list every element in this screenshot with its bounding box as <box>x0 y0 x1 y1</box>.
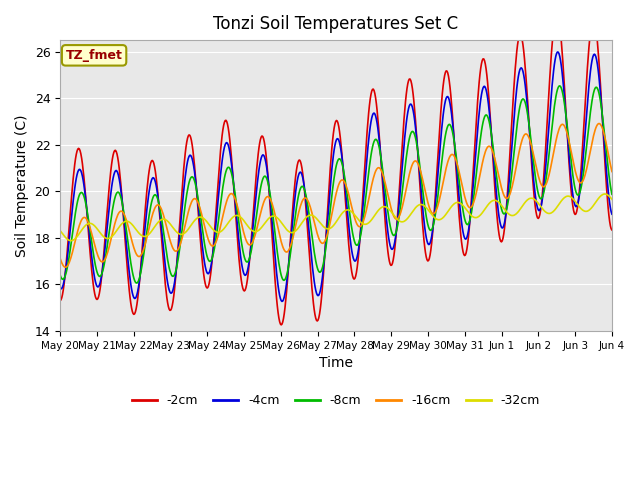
-16cm <box>595 120 603 126</box>
-8cm <box>608 192 616 197</box>
-4cm <box>208 256 216 262</box>
-32cm <box>420 203 428 208</box>
Line: -2cm: -2cm <box>60 13 612 325</box>
-2cm <box>608 227 616 233</box>
-8cm <box>209 253 217 259</box>
-2cm <box>56 298 64 303</box>
-8cm <box>133 280 141 286</box>
-4cm <box>404 109 412 115</box>
X-axis label: Time: Time <box>319 356 353 370</box>
-32cm <box>601 191 609 197</box>
-4cm <box>123 247 131 252</box>
-8cm <box>404 144 412 150</box>
-4cm <box>554 49 561 55</box>
-2cm <box>404 81 412 86</box>
-2cm <box>420 237 428 242</box>
-8cm <box>420 197 428 203</box>
-8cm <box>56 272 64 278</box>
Y-axis label: Soil Temperature (C): Soil Temperature (C) <box>15 114 29 257</box>
Line: -4cm: -4cm <box>60 52 612 301</box>
-4cm <box>67 228 74 234</box>
-32cm <box>180 231 188 237</box>
-16cm <box>404 178 412 184</box>
-32cm <box>404 215 412 221</box>
Legend: -2cm, -4cm, -8cm, -16cm, -32cm: -2cm, -4cm, -8cm, -16cm, -32cm <box>127 389 545 412</box>
-8cm <box>556 83 564 89</box>
-2cm <box>277 322 285 328</box>
-16cm <box>420 182 428 188</box>
-16cm <box>61 264 69 270</box>
Line: -32cm: -32cm <box>60 194 612 240</box>
-32cm <box>67 238 74 243</box>
Title: Tonzi Soil Temperatures Set C: Tonzi Soil Temperatures Set C <box>214 15 459 33</box>
-2cm <box>67 212 74 218</box>
-16cm <box>124 222 132 228</box>
-32cm <box>124 218 132 224</box>
-4cm <box>278 299 286 304</box>
Text: TZ_fmet: TZ_fmet <box>66 49 122 62</box>
-32cm <box>608 196 616 202</box>
-16cm <box>180 228 188 234</box>
-16cm <box>67 255 75 261</box>
-4cm <box>608 211 616 217</box>
-8cm <box>67 247 74 253</box>
-4cm <box>420 217 428 223</box>
Line: -16cm: -16cm <box>60 123 612 267</box>
-2cm <box>208 258 216 264</box>
-2cm <box>123 261 131 267</box>
-16cm <box>56 255 64 261</box>
-4cm <box>179 196 187 202</box>
Line: -8cm: -8cm <box>60 86 612 283</box>
-32cm <box>67 238 75 243</box>
-32cm <box>56 228 64 233</box>
-16cm <box>608 168 616 174</box>
-8cm <box>123 232 131 238</box>
-2cm <box>553 11 561 16</box>
-32cm <box>209 227 217 232</box>
-4cm <box>56 286 64 291</box>
-16cm <box>209 243 217 249</box>
-8cm <box>180 214 188 219</box>
-2cm <box>179 175 187 181</box>
